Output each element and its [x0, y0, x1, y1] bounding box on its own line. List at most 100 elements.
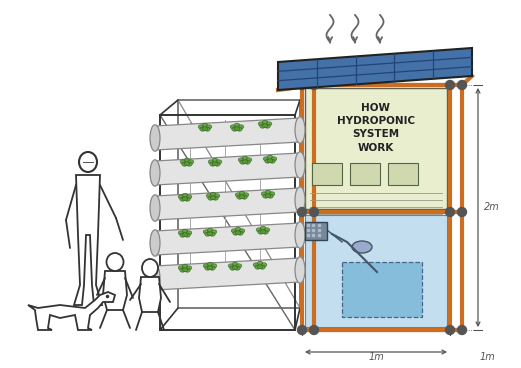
Ellipse shape [263, 157, 269, 161]
Ellipse shape [237, 195, 242, 199]
Ellipse shape [180, 268, 185, 272]
Ellipse shape [230, 266, 235, 270]
Ellipse shape [239, 191, 245, 195]
Ellipse shape [261, 192, 267, 196]
Ellipse shape [235, 193, 241, 197]
Ellipse shape [214, 194, 220, 198]
Bar [388, 163, 418, 185]
Ellipse shape [271, 157, 277, 161]
Ellipse shape [264, 228, 270, 232]
Ellipse shape [150, 125, 160, 151]
Ellipse shape [184, 197, 190, 201]
Ellipse shape [188, 160, 194, 164]
Ellipse shape [265, 190, 271, 194]
Polygon shape [155, 258, 300, 290]
Circle shape [297, 326, 306, 335]
Ellipse shape [205, 127, 210, 131]
Ellipse shape [182, 197, 188, 201]
Ellipse shape [207, 228, 213, 232]
Ellipse shape [212, 162, 218, 166]
Ellipse shape [79, 152, 97, 172]
Bar [305, 88, 447, 209]
Ellipse shape [178, 231, 184, 235]
Ellipse shape [260, 230, 266, 234]
Ellipse shape [230, 125, 236, 129]
Ellipse shape [235, 231, 241, 235]
Ellipse shape [237, 127, 242, 131]
Text: 2m: 2m [484, 202, 500, 212]
Ellipse shape [203, 264, 209, 268]
Ellipse shape [150, 195, 160, 221]
Polygon shape [139, 277, 161, 312]
Ellipse shape [205, 232, 210, 236]
Circle shape [297, 81, 306, 89]
Ellipse shape [268, 194, 273, 198]
Ellipse shape [182, 229, 188, 233]
Ellipse shape [203, 230, 209, 234]
Ellipse shape [265, 124, 270, 128]
Ellipse shape [210, 192, 216, 196]
Ellipse shape [187, 162, 192, 166]
Polygon shape [155, 118, 300, 150]
Ellipse shape [206, 194, 212, 198]
Ellipse shape [232, 127, 238, 131]
Circle shape [457, 326, 466, 335]
Ellipse shape [238, 158, 244, 162]
Ellipse shape [256, 228, 262, 232]
Ellipse shape [212, 158, 218, 162]
Ellipse shape [295, 117, 305, 143]
Ellipse shape [231, 229, 237, 233]
Ellipse shape [150, 160, 160, 186]
Ellipse shape [239, 195, 245, 199]
Ellipse shape [209, 232, 215, 236]
Polygon shape [28, 292, 115, 330]
Ellipse shape [243, 193, 249, 197]
Ellipse shape [186, 266, 192, 270]
Ellipse shape [150, 265, 160, 291]
Polygon shape [103, 271, 127, 310]
Polygon shape [155, 153, 300, 185]
Ellipse shape [198, 125, 204, 129]
Ellipse shape [242, 156, 248, 160]
Circle shape [445, 81, 454, 89]
Ellipse shape [235, 227, 241, 231]
Ellipse shape [242, 195, 247, 199]
Ellipse shape [180, 197, 185, 201]
Circle shape [309, 208, 318, 216]
Ellipse shape [239, 229, 245, 233]
Ellipse shape [234, 123, 240, 127]
Ellipse shape [184, 233, 190, 237]
Ellipse shape [240, 160, 245, 164]
Ellipse shape [202, 127, 208, 131]
Ellipse shape [202, 123, 208, 127]
Ellipse shape [295, 257, 305, 283]
Ellipse shape [178, 195, 184, 199]
Ellipse shape [234, 266, 240, 270]
Circle shape [457, 208, 466, 216]
Ellipse shape [232, 266, 238, 270]
Text: HOW
HYDROPONIC
SYSTEM
WORK: HOW HYDROPONIC SYSTEM WORK [337, 103, 415, 153]
Ellipse shape [352, 241, 372, 253]
Ellipse shape [295, 152, 305, 178]
Ellipse shape [106, 253, 123, 271]
Ellipse shape [238, 231, 243, 235]
Ellipse shape [295, 222, 305, 248]
Text: 1m: 1m [479, 352, 495, 362]
Ellipse shape [244, 160, 250, 164]
Bar [305, 215, 447, 327]
Ellipse shape [213, 196, 218, 200]
Ellipse shape [184, 162, 190, 166]
Polygon shape [155, 188, 300, 220]
Polygon shape [74, 175, 102, 305]
Ellipse shape [182, 233, 188, 237]
Circle shape [445, 326, 454, 335]
Ellipse shape [269, 159, 275, 163]
Circle shape [457, 81, 466, 89]
Ellipse shape [266, 122, 272, 126]
Ellipse shape [211, 264, 217, 268]
Ellipse shape [184, 158, 190, 162]
Ellipse shape [255, 265, 260, 269]
Ellipse shape [211, 230, 217, 234]
Ellipse shape [232, 262, 238, 266]
Ellipse shape [233, 231, 239, 235]
